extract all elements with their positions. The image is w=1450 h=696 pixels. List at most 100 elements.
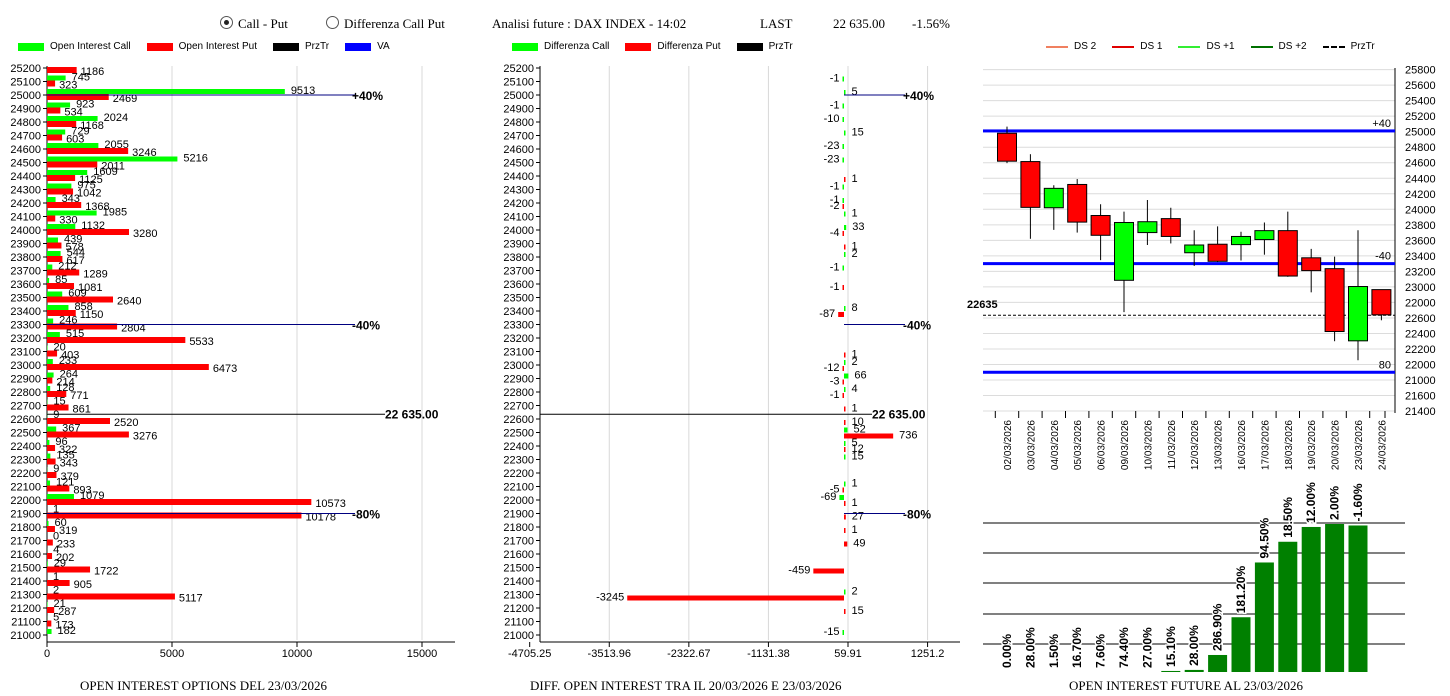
call-diff-label: 15 [852, 451, 864, 463]
radio-checked-icon[interactable] [220, 16, 233, 29]
future-bar [1325, 524, 1345, 672]
call-diff-label: -1 [830, 73, 840, 85]
y-tick-label: 22600 [503, 414, 534, 426]
call-bar [47, 372, 54, 378]
y-tick-label: 21500 [503, 563, 534, 575]
put-bar [47, 269, 80, 276]
future-bar-label: 181.20% [1234, 566, 1248, 614]
call-bar [47, 332, 60, 337]
put-bar [47, 526, 55, 532]
call-diff-bar [844, 441, 846, 446]
call-value-label: 5216 [183, 153, 207, 165]
put-value-label: 3276 [133, 431, 157, 443]
put-bar [47, 94, 109, 100]
future-bar-label: 286.90% [1211, 603, 1225, 651]
put-value-label: 403 [61, 350, 79, 362]
y-tick-label: 21900 [10, 509, 41, 521]
y-tick-label: 23600 [10, 279, 41, 291]
legend-label: PrzTr [768, 41, 793, 52]
call-diff-bar [842, 198, 844, 203]
y-tick-label: 23400 [1405, 251, 1436, 263]
put-bar [47, 296, 113, 303]
y-tick-label: 23500 [10, 293, 41, 305]
legend-swatch [512, 42, 538, 51]
legend-label: DS +1 [1206, 41, 1235, 52]
legend-swatch [345, 42, 372, 51]
y-tick-label: 24200 [10, 198, 41, 210]
call-diff-bar [842, 630, 844, 635]
candle-body [1137, 221, 1158, 234]
call-diff-bar [844, 211, 846, 217]
put-value-label: 1368 [85, 201, 109, 213]
candle-body [997, 132, 1017, 162]
y-tick-label: 22600 [1405, 313, 1436, 325]
y-tick-label: 25000 [1405, 127, 1436, 139]
call-diff-bar [844, 373, 849, 379]
put-diff-label: 1 [852, 349, 858, 361]
call-value-label: 1609 [93, 166, 117, 178]
put-diff-bar [844, 420, 846, 425]
put-bar [47, 391, 67, 397]
candle-body [1207, 243, 1228, 262]
radio-call-put[interactable]: Call - Put [220, 16, 288, 32]
std-dev-label: 80 [1379, 359, 1391, 371]
x-tick-label: -1131.38 [747, 648, 790, 660]
call-value-label: 9 [53, 409, 59, 421]
candle-body [1067, 183, 1088, 223]
y-tick-label: 22600 [10, 414, 41, 426]
call-value-label: 182 [58, 625, 76, 637]
call-bar [47, 278, 50, 283]
y-tick-label: 24300 [503, 185, 534, 197]
call-value-label: 96 [55, 436, 67, 448]
y-tick-label: 22000 [1405, 360, 1436, 372]
put-diff-bar [842, 204, 844, 209]
put-diff-label: 1 [852, 524, 858, 536]
call-value-label: 264 [60, 369, 78, 381]
radio-differenza-call-put[interactable]: Differenza Call Put [326, 16, 445, 32]
x-tick-label: 20/03/2026 [1331, 420, 1342, 470]
future-bar-label: 28.00% [1023, 627, 1037, 668]
put-bar [47, 404, 69, 411]
call-diff-label: -23 [824, 140, 840, 152]
put-bar [47, 566, 91, 573]
call-diff-label: 8 [852, 302, 858, 314]
y-tick-label: 25100 [503, 77, 534, 89]
y-tick-label: 23800 [10, 252, 41, 264]
y-tick-label: 23400 [10, 306, 41, 318]
x-tick-label: 15000 [407, 648, 438, 660]
y-tick-label: 22900 [10, 374, 41, 386]
y-tick-label: 22300 [503, 455, 534, 467]
call-diff-bar [842, 117, 844, 122]
future-bar [1278, 541, 1298, 672]
call-value-label: 729 [71, 126, 89, 138]
y-tick-label: 23000 [503, 360, 534, 372]
legend-swatch [1046, 45, 1068, 48]
y-tick-label: 23800 [1405, 220, 1436, 232]
y-tick-label: 23200 [503, 333, 534, 345]
call-bar [47, 521, 49, 526]
std-dev-label: -40 [1375, 251, 1391, 263]
put-diff-label: 49 [853, 538, 865, 550]
call-diff-label: -15 [824, 626, 840, 638]
future-bar-label: 15.10% [1164, 626, 1178, 667]
call-bar [47, 453, 51, 459]
candle-body [1090, 215, 1111, 236]
call-diff-bar [844, 387, 846, 392]
x-tick-label: 18/03/2026 [1284, 420, 1295, 470]
y-tick-label: 21300 [503, 590, 534, 602]
legend-swatch [736, 42, 763, 51]
put-bar [47, 337, 186, 343]
put-diff-label: -3 [830, 376, 840, 388]
y-tick-label: 24000 [503, 225, 534, 237]
put-diff-label: -3245 [596, 592, 624, 604]
y-tick-label: 23400 [503, 306, 534, 318]
call-diff-label: -23 [824, 154, 840, 166]
radio-unchecked-icon[interactable] [326, 16, 339, 29]
legend-swatch [18, 42, 44, 51]
put-value-label: 617 [66, 255, 84, 267]
y-tick-label: 21900 [503, 509, 534, 521]
put-bar [47, 607, 55, 613]
call-diff-label: 1 [852, 208, 858, 220]
put-value-label: 3246 [132, 147, 156, 159]
put-diff-bar [842, 285, 844, 290]
